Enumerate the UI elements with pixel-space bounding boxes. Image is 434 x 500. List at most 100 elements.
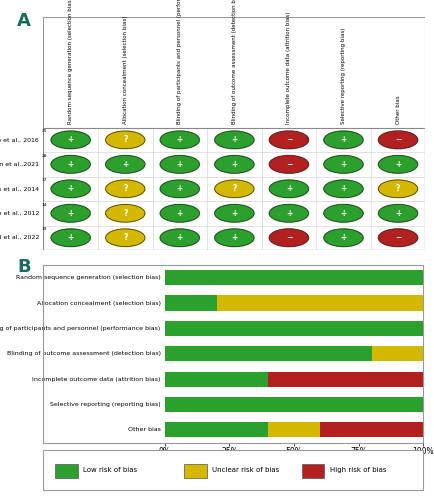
Bar [165,296,217,310]
Text: +: + [177,234,183,242]
Bar [165,422,268,438]
Text: +: + [231,234,237,242]
Text: 25: 25 [41,130,47,134]
Circle shape [378,180,418,198]
Text: Random sequence generation (selection bias): Random sequence generation (selection bi… [68,0,73,124]
Circle shape [160,204,200,222]
Circle shape [378,229,418,246]
Text: Selective reporting (reporting bias): Selective reporting (reporting bias) [50,402,161,407]
Text: −: − [286,136,292,144]
Text: Low risk of bias: Low risk of bias [83,467,138,473]
Bar [320,422,423,438]
Text: +: + [122,160,128,169]
Circle shape [324,180,363,198]
Text: +: + [68,234,74,242]
Text: +: + [68,209,74,218]
Text: +: + [231,209,237,218]
Text: Blinding of outcome assessment (detection bias): Blinding of outcome assessment (detectio… [7,351,161,356]
Text: +: + [177,136,183,144]
Circle shape [160,131,200,148]
Circle shape [51,156,90,173]
FancyBboxPatch shape [302,464,324,478]
Bar [268,372,423,386]
Text: +: + [340,184,347,194]
Text: +: + [395,209,401,218]
Bar [165,270,423,285]
Text: +: + [340,209,347,218]
Circle shape [105,131,145,148]
Text: Blinding of participants and personnel (performance bias): Blinding of participants and personnel (… [0,326,161,331]
Circle shape [105,204,145,222]
Text: Incomplete outcome data (attrition bias): Incomplete outcome data (attrition bias) [32,376,161,382]
Circle shape [324,229,363,246]
Circle shape [105,180,145,198]
Text: −: − [395,234,401,242]
Circle shape [324,156,363,173]
FancyBboxPatch shape [43,450,423,490]
Text: 17: 17 [41,178,47,182]
Bar [165,372,268,386]
Circle shape [215,156,254,173]
Circle shape [160,180,200,198]
Text: 19: 19 [41,227,47,231]
Text: Dias-Santos et al., 2014: Dias-Santos et al., 2014 [0,186,39,192]
Text: +: + [177,160,183,169]
Circle shape [269,229,309,246]
Circle shape [269,156,309,173]
Circle shape [51,204,90,222]
Text: ?: ? [396,184,400,194]
Circle shape [160,156,200,173]
Circle shape [378,131,418,148]
Text: Mitchell et al., 2022: Mitchell et al., 2022 [0,236,39,240]
Circle shape [105,229,145,246]
Text: ?: ? [123,209,128,218]
Text: 14: 14 [41,202,47,206]
Text: ?: ? [123,234,128,242]
Text: −: − [286,234,292,242]
Text: Husain et al., 2012: Husain et al., 2012 [0,211,39,216]
Text: +: + [340,234,347,242]
Text: Other bias: Other bias [128,428,161,432]
Circle shape [215,131,254,148]
Circle shape [51,131,90,148]
Circle shape [378,204,418,222]
Circle shape [51,180,90,198]
Circle shape [215,204,254,222]
Text: −: − [286,160,292,169]
Circle shape [378,156,418,173]
Text: +: + [286,184,292,194]
Text: Other bias: Other bias [395,96,401,124]
Bar [217,296,423,310]
Text: Selective reporting (reporting bias): Selective reporting (reporting bias) [341,28,346,124]
Text: +: + [231,160,237,169]
Circle shape [269,180,309,198]
Circle shape [215,180,254,198]
Text: ?: ? [232,184,237,194]
FancyBboxPatch shape [184,464,207,478]
Text: +: + [395,160,401,169]
Text: Allocation concealment (selection bias): Allocation concealment (selection bias) [36,300,161,306]
Text: +: + [286,209,292,218]
Text: +: + [177,209,183,218]
Circle shape [160,229,200,246]
Circle shape [51,229,90,246]
Bar [165,397,423,412]
Bar [372,346,423,362]
Text: Blinding of participants and personnel (performance bias): Blinding of participants and personnel (… [178,0,182,124]
Text: ?: ? [123,136,128,144]
Text: Incomplete outcome data (attrition bias): Incomplete outcome data (attrition bias) [286,12,291,124]
FancyBboxPatch shape [43,18,425,250]
Text: +: + [340,136,347,144]
Circle shape [324,131,363,148]
Text: +: + [177,184,183,194]
Text: Chan et al.,2021: Chan et al.,2021 [0,162,39,167]
Text: −: − [395,136,401,144]
Text: +: + [68,136,74,144]
Text: Blinding of outcome assessment (detection bias): Blinding of outcome assessment (detectio… [232,0,237,124]
Text: Unclear risk of bias: Unclear risk of bias [212,467,279,473]
Bar [165,321,423,336]
Text: +: + [68,160,74,169]
Text: 28: 28 [41,154,47,158]
Circle shape [324,204,363,222]
Bar [268,422,320,438]
